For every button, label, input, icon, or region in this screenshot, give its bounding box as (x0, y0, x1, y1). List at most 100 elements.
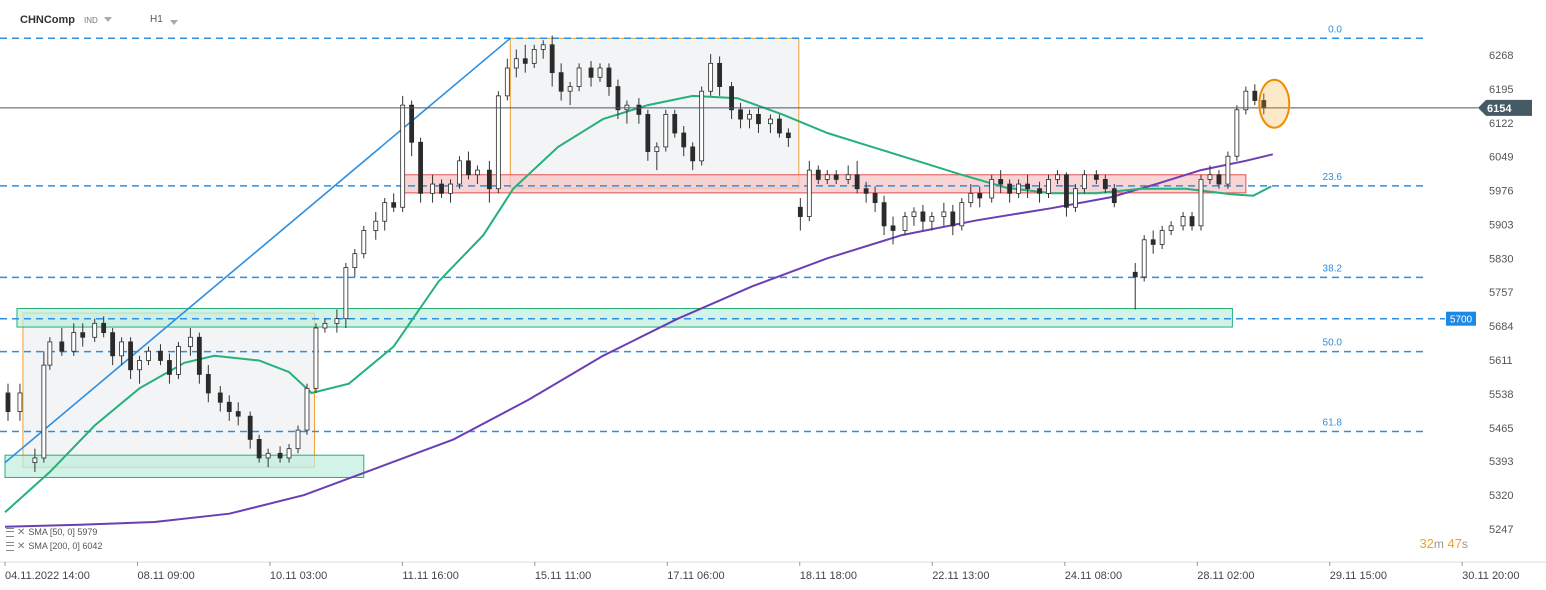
price-tick-label: 5465 (1489, 423, 1513, 435)
chevron-down-icon[interactable] (170, 20, 178, 25)
price-tick-label: 6122 (1489, 118, 1513, 130)
candle (176, 346, 181, 375)
candle (373, 220, 379, 231)
fibonacci-levels: 0.0 23.6 38.2 50.0 61.8 5700 (0, 24, 1476, 433)
candle (92, 322, 98, 338)
fib-label: 38.2 (1323, 263, 1343, 274)
countdown-minutes-unit: m (1433, 537, 1444, 551)
candle (1168, 225, 1174, 231)
candle (304, 387, 310, 431)
candle (475, 169, 480, 176)
candle (522, 58, 528, 64)
candle (854, 174, 860, 190)
candle (1111, 188, 1117, 204)
candle (47, 341, 53, 366)
candle (466, 160, 471, 176)
candle (881, 202, 887, 227)
menu-icon[interactable] (6, 527, 14, 537)
candle (167, 360, 172, 375)
candle (146, 350, 151, 361)
candle (1046, 179, 1051, 194)
symbol-name[interactable]: CHNComp (20, 14, 75, 26)
candle (343, 267, 349, 320)
candle (747, 114, 752, 120)
candle (717, 62, 723, 87)
price-tick-label: 5684 (1489, 321, 1513, 333)
current-price-label: 6154 (1487, 103, 1512, 115)
candle (558, 72, 564, 92)
candle (824, 174, 830, 180)
chart-overlays (0, 78, 1478, 129)
candle (989, 179, 995, 199)
time-tick-label: 15.11 11:00 (535, 570, 591, 582)
candle (549, 44, 555, 74)
chart-zones (4, 37, 1247, 478)
legend-sma50-label: SMA [50, 0] 5979 (28, 527, 98, 537)
candle (1007, 183, 1013, 194)
candle (1207, 174, 1213, 180)
time-tick-label: 11.11 16:00 (402, 570, 458, 582)
candle (1150, 239, 1156, 245)
close-icon[interactable]: ✕ (17, 540, 26, 552)
time-tick-label: 28.11 02:00 (1197, 570, 1254, 582)
price-tick-label: 5393 (1489, 456, 1513, 468)
trendline[interactable] (4, 37, 511, 464)
candle (968, 192, 974, 204)
candle (872, 192, 878, 204)
candle-countdown: 32m 47s (1419, 536, 1468, 551)
candle (158, 350, 163, 361)
legend-sma200[interactable]: ✕ SMA [200, 0] 6042 (6, 541, 102, 551)
candle (663, 114, 669, 148)
candle (382, 202, 388, 222)
time-tick-label: 30.11 20:00 (1462, 570, 1519, 582)
price-axis: 6268 6195 6122 6049 5976 5903 5830 5757 5684 5611… (1478, 50, 1532, 536)
candle (708, 62, 714, 92)
candle (295, 429, 301, 450)
time-axis: 04.11.2022 14:00 08.11 09:00 10.11 03:00 11… (0, 561, 1546, 582)
time-tick-label: 22.11 13:00 (932, 570, 989, 582)
time-tick-label: 29.11 15:00 (1330, 570, 1387, 582)
candle (80, 332, 86, 338)
level-badge[interactable] (1446, 311, 1476, 326)
candle (929, 216, 935, 222)
candle (457, 160, 462, 185)
price-tick-label: 5320 (1489, 490, 1513, 502)
candle (645, 114, 651, 152)
candle (699, 90, 705, 162)
close-icon[interactable]: ✕ (17, 526, 26, 538)
candle (654, 146, 660, 152)
candle (1141, 239, 1147, 278)
price-tick-label: 5976 (1489, 186, 1513, 198)
instrument-type-badge: IND (84, 16, 98, 25)
candle (768, 118, 773, 125)
candle (110, 332, 116, 357)
candle (911, 211, 917, 217)
candle (1064, 174, 1069, 208)
chevron-down-icon[interactable] (104, 17, 112, 22)
candle (615, 86, 621, 111)
level-badge-label: 5700 (1450, 315, 1473, 326)
price-tick-label: 5830 (1489, 253, 1513, 265)
legend-sma50[interactable]: ✕ SMA [50, 0] 5979 (6, 527, 97, 537)
candle (1025, 183, 1030, 190)
candle (1189, 216, 1195, 227)
candle (1055, 174, 1060, 180)
candle (1198, 179, 1204, 227)
candle (137, 360, 142, 371)
price-tick-label: 5757 (1489, 287, 1513, 299)
candle (256, 438, 262, 459)
candle (1073, 188, 1078, 208)
price-tick-label: 5247 (1489, 524, 1513, 536)
candle (1132, 271, 1138, 278)
price-tick-label: 5611 (1489, 355, 1513, 367)
timeframe-selector[interactable]: H1 (150, 14, 163, 25)
candle (863, 188, 869, 194)
candle (71, 332, 77, 352)
menu-icon[interactable] (6, 541, 14, 551)
candle (998, 179, 1004, 185)
fib-label: 0.0 (1328, 24, 1342, 35)
candle (217, 392, 223, 403)
candle (196, 336, 202, 375)
candle (32, 457, 38, 464)
